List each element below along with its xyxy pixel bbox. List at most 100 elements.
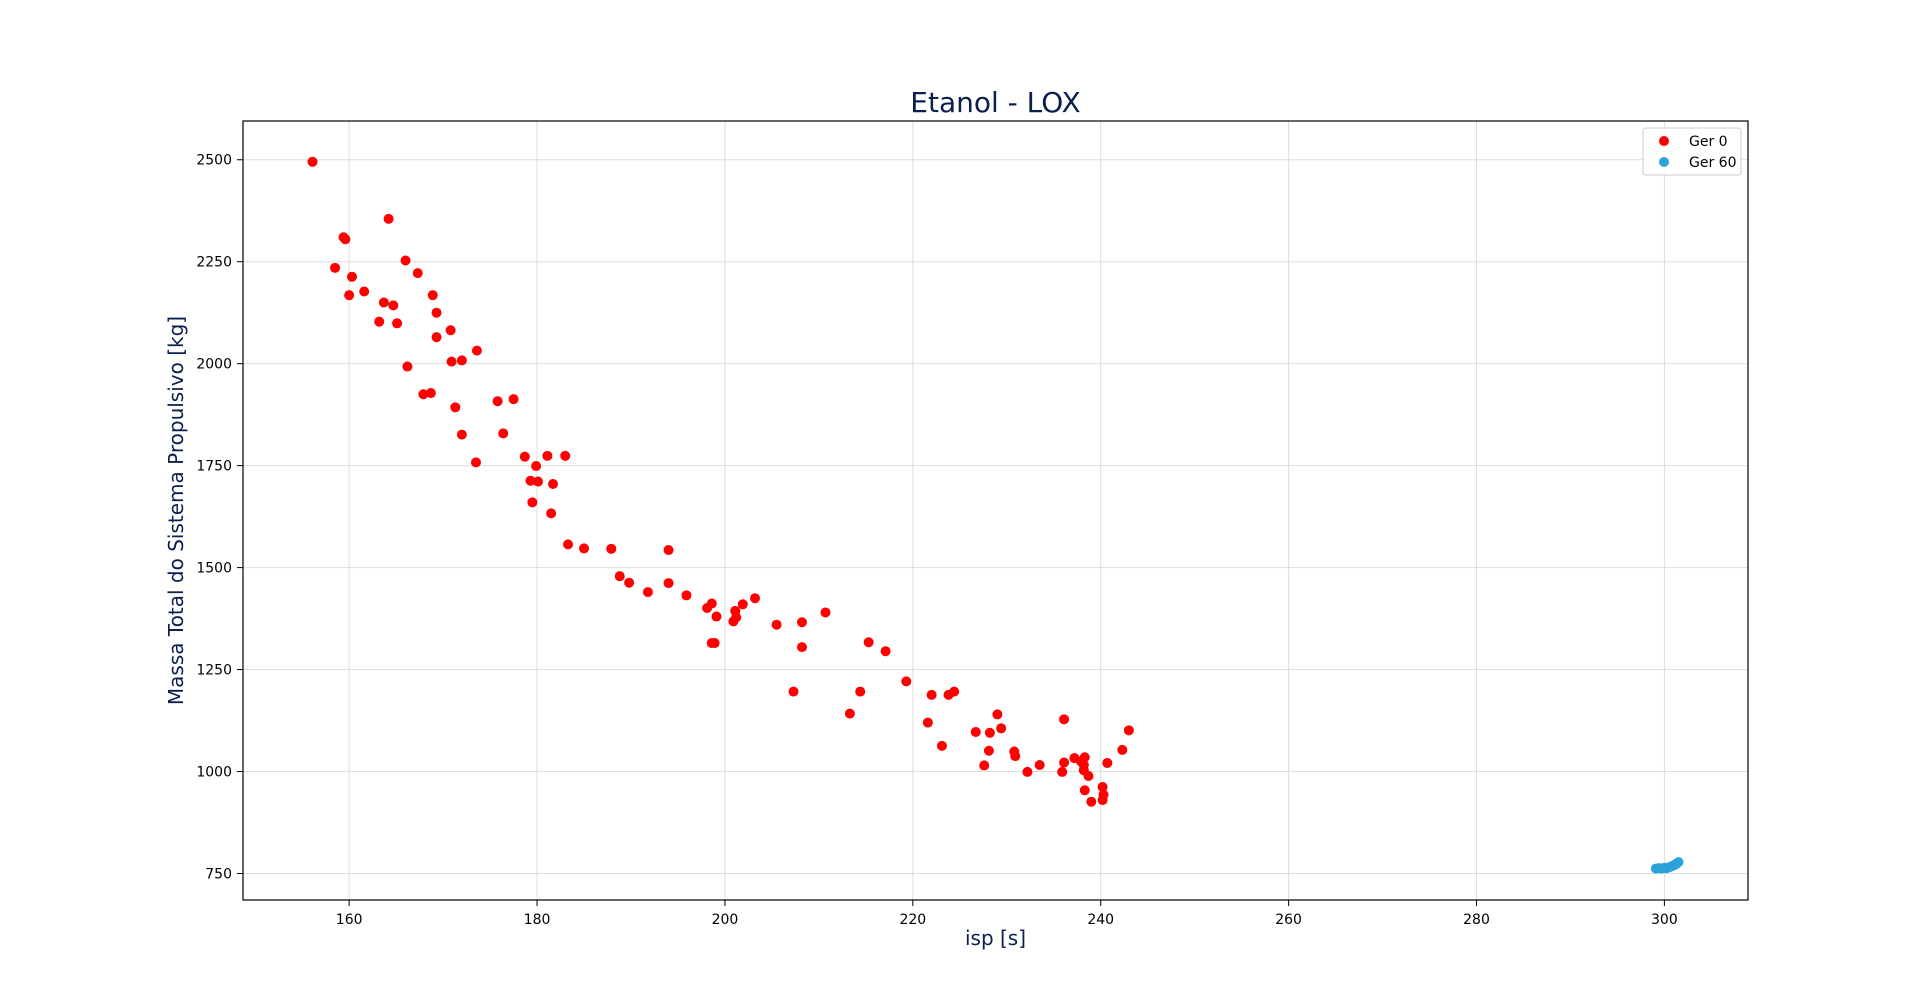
legend-label-ger-0: Ger 0 bbox=[1689, 134, 1728, 150]
y-tick-label: 750 bbox=[205, 866, 232, 882]
data-point bbox=[307, 156, 318, 167]
data-point bbox=[431, 332, 442, 343]
y-tick-label: 2500 bbox=[196, 153, 232, 169]
data-point bbox=[445, 325, 456, 336]
data-point bbox=[681, 590, 692, 601]
legend: Ger 0 Ger 60 bbox=[1642, 127, 1742, 176]
data-point bbox=[548, 478, 559, 489]
data-point bbox=[709, 638, 720, 649]
data-point bbox=[880, 646, 891, 657]
data-point bbox=[984, 727, 995, 738]
data-point bbox=[1083, 771, 1094, 782]
data-point bbox=[388, 300, 399, 311]
y-tick-label: 1750 bbox=[196, 459, 232, 475]
data-point bbox=[330, 262, 341, 273]
grid-lines bbox=[243, 121, 1748, 900]
data-point bbox=[471, 345, 482, 356]
data-point bbox=[983, 745, 994, 756]
data-point bbox=[642, 587, 653, 598]
data-point bbox=[532, 476, 543, 487]
y-axis-title: Massa Total do Sistema Propulsivo [kg] bbox=[164, 316, 188, 705]
data-point bbox=[606, 543, 617, 554]
data-point bbox=[392, 318, 403, 329]
x-tick-label: 280 bbox=[1463, 912, 1490, 928]
data-point bbox=[663, 578, 674, 589]
data-point bbox=[508, 394, 519, 405]
data-point bbox=[901, 676, 912, 687]
data-point bbox=[771, 619, 782, 630]
data-point bbox=[992, 709, 1003, 720]
data-point bbox=[1097, 782, 1108, 793]
data-point bbox=[525, 475, 536, 486]
x-tick-label: 260 bbox=[1275, 912, 1302, 928]
data-point bbox=[820, 607, 831, 618]
data-point bbox=[1117, 744, 1128, 755]
data-point bbox=[614, 571, 625, 582]
data-point bbox=[344, 290, 355, 301]
x-tick-label: 300 bbox=[1651, 912, 1678, 928]
data-point bbox=[579, 543, 590, 554]
data-point bbox=[663, 545, 674, 556]
chart-title: Etanol - LOX bbox=[910, 86, 1080, 119]
data-point bbox=[446, 356, 457, 367]
x-axis-title: isp [s] bbox=[965, 926, 1026, 950]
data-point bbox=[922, 717, 933, 728]
data-point bbox=[425, 388, 436, 399]
x-tick-label: 180 bbox=[524, 912, 551, 928]
y-tick-label: 1250 bbox=[196, 663, 232, 679]
data-point bbox=[470, 457, 481, 468]
data-point bbox=[731, 612, 742, 623]
data-point bbox=[863, 637, 874, 648]
data-point bbox=[1123, 725, 1134, 736]
legend-label-ger-60: Ger 60 bbox=[1689, 155, 1736, 171]
data-point bbox=[737, 599, 748, 610]
data-point bbox=[1022, 766, 1033, 777]
data-point bbox=[1086, 796, 1097, 807]
y-tick-label: 2250 bbox=[196, 255, 232, 271]
data-point bbox=[711, 611, 722, 622]
y-tick-label: 1000 bbox=[196, 765, 232, 781]
data-point bbox=[979, 760, 990, 771]
data-point bbox=[418, 389, 429, 400]
data-point bbox=[796, 617, 807, 628]
x-tick-label: 160 bbox=[336, 912, 363, 928]
data-point bbox=[340, 234, 351, 245]
data-point bbox=[427, 290, 438, 301]
data-point bbox=[855, 686, 866, 697]
series-ger-0 bbox=[307, 156, 1134, 807]
data-point bbox=[402, 361, 413, 372]
data-point bbox=[563, 539, 574, 550]
y-tick-label: 1500 bbox=[196, 561, 232, 577]
data-point bbox=[400, 255, 411, 266]
data-point bbox=[346, 271, 357, 282]
data-point bbox=[383, 213, 394, 224]
data-point bbox=[788, 686, 799, 697]
data-point bbox=[560, 450, 571, 461]
y-tick-label: 2000 bbox=[196, 357, 232, 373]
data-point bbox=[527, 497, 538, 508]
data-point bbox=[750, 593, 761, 604]
data-point bbox=[374, 316, 385, 327]
data-point bbox=[1010, 751, 1021, 762]
data-point bbox=[624, 577, 635, 588]
data-point bbox=[450, 402, 461, 413]
x-tick-label: 240 bbox=[1087, 912, 1114, 928]
data-point bbox=[796, 642, 807, 653]
data-point bbox=[1097, 795, 1108, 806]
data-point bbox=[519, 451, 530, 462]
data-point bbox=[456, 429, 467, 440]
data-point bbox=[378, 297, 389, 308]
legend-marker-ger-0 bbox=[1659, 136, 1669, 146]
data-point bbox=[949, 686, 960, 697]
data-point bbox=[1079, 785, 1090, 796]
data-point bbox=[412, 268, 423, 279]
x-tick-label: 200 bbox=[712, 912, 739, 928]
axis-ticks: 160 180 200 220 240 260 280 300 750 1000 1250 1500 1… bbox=[196, 153, 1677, 928]
data-point bbox=[1102, 757, 1113, 768]
data-point bbox=[492, 396, 503, 407]
legend-marker-ger-60 bbox=[1659, 157, 1669, 167]
data-point bbox=[926, 689, 937, 700]
data-point bbox=[970, 726, 981, 737]
